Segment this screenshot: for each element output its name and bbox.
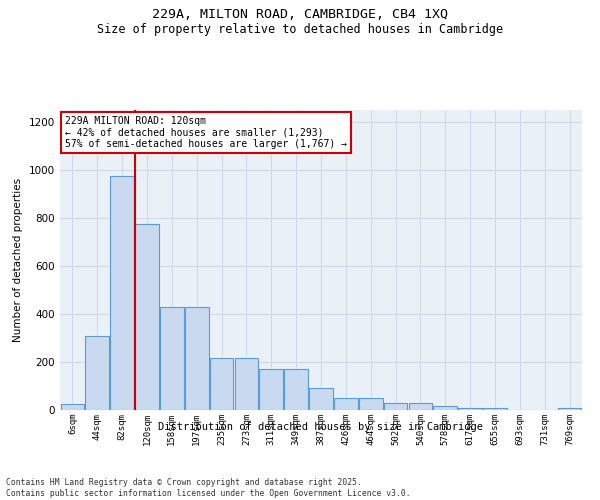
Bar (284, 369, 308, 410)
Bar (409, 403, 432, 410)
Bar (235, 358, 258, 410)
Bar (384, 403, 407, 410)
Bar (110, 176, 134, 410)
Bar (85, 336, 109, 410)
Bar (185, 307, 209, 410)
Bar (259, 369, 283, 410)
Text: 229A MILTON ROAD: 120sqm
← 42% of detached houses are smaller (1,293)
57% of sem: 229A MILTON ROAD: 120sqm ← 42% of detach… (65, 116, 347, 149)
Bar (558, 408, 581, 410)
Text: 229A, MILTON ROAD, CAMBRIDGE, CB4 1XQ: 229A, MILTON ROAD, CAMBRIDGE, CB4 1XQ (152, 8, 448, 20)
Bar (433, 406, 457, 410)
Y-axis label: Number of detached properties: Number of detached properties (13, 178, 23, 342)
Text: Distribution of detached houses by size in Cambridge: Distribution of detached houses by size … (158, 422, 484, 432)
Text: Contains HM Land Registry data © Crown copyright and database right 2025.
Contai: Contains HM Land Registry data © Crown c… (6, 478, 410, 498)
Bar (160, 307, 184, 410)
Bar (334, 398, 358, 410)
Bar (483, 408, 507, 410)
Bar (309, 388, 333, 410)
Bar (210, 358, 233, 410)
Bar (61, 404, 84, 410)
Bar (359, 398, 383, 410)
Bar (458, 408, 482, 410)
Bar (135, 224, 159, 410)
Text: Size of property relative to detached houses in Cambridge: Size of property relative to detached ho… (97, 22, 503, 36)
